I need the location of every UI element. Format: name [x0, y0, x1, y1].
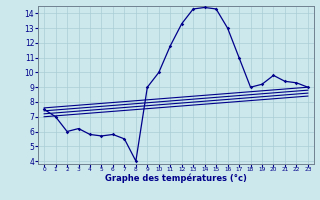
X-axis label: Graphe des températures (°c): Graphe des températures (°c)	[105, 174, 247, 183]
